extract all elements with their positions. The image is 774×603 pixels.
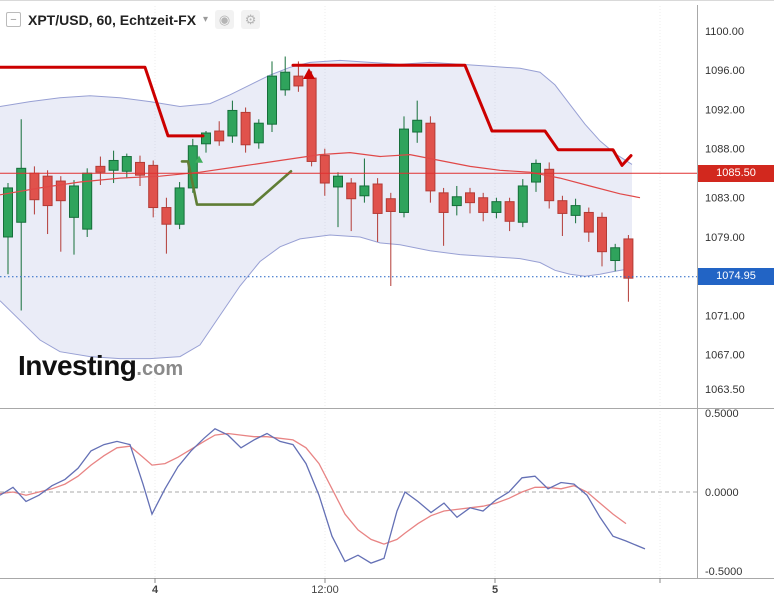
target-icon[interactable]: ◉ [215,10,235,29]
candle-body [161,207,172,225]
candle-body [306,77,317,162]
time-tick-label: 5 [492,584,498,596]
candle-body [517,185,528,223]
candle-body [504,201,515,222]
candle-body [240,111,251,146]
candle-body [412,119,423,133]
candle-body [597,216,607,253]
candle-body [425,122,436,192]
chevron-down-icon[interactable]: ▾ [203,14,209,25]
price-tick-label: 1092.00 [705,104,745,116]
candle-body [95,165,106,173]
candle-body [3,187,13,238]
settings-icon[interactable]: ⚙ [241,10,261,29]
bollinger-lower-line [0,234,633,360]
candle-body [610,247,621,262]
candle-body [42,175,53,207]
price-axis: 1100.00 1096.00 1092.00 1088.00 1083.00 1079.… [705,26,745,396]
candle-body [570,205,581,216]
candle-body [544,168,555,202]
oscillator-tick-label: 0.0000 [705,487,739,499]
price-tick-label: 1088.00 [705,144,745,156]
price-tick-label: 1079.00 [705,232,745,244]
trend-stop-line-red [291,63,633,167]
candle-body [214,130,225,142]
candle-body [135,161,145,176]
candle-body [359,185,370,197]
oscillator-tick-label: 0.5000 [705,408,739,420]
candle-body [16,167,27,223]
bollinger-upper-line [0,59,633,165]
collapse-panel-button[interactable]: − [6,12,21,27]
candle-body [346,182,357,200]
oscillator-blue-line [0,428,646,564]
candle-body [148,164,159,209]
candle-body [201,132,211,145]
candle-body [227,109,238,137]
oscillator-tick-label: -0.5000 [705,566,742,578]
candle-body [108,159,119,171]
time-tick-label: 4 [152,584,159,596]
candle-body [372,183,383,214]
oscillator-axis: 0.5000 0.0000 -0.5000 [705,408,742,578]
candle-body [465,192,475,204]
candle-body [557,200,568,214]
candle-body [280,71,291,91]
trend-stop-line-green [180,160,293,206]
signal-arrow-up-icon [195,155,203,163]
investing-logo: Investing.com [18,350,183,382]
last-price-badge: 1085.50 [698,165,774,182]
time-axis: 4 12:00 5 [152,578,661,596]
symbol-title[interactable]: XPT/USD, 60, Echtzeit-FX [28,11,197,28]
candle-body [29,172,40,201]
candle-body [55,180,66,202]
price-tick-label: 1063.50 [705,384,745,396]
price-tick-label: 1067.00 [705,350,745,362]
candle-body [438,192,449,213]
candle-body [69,185,79,218]
minus-icon: − [10,13,17,26]
price-tick-label: 1083.00 [705,193,745,205]
level-price-badge: 1074.95 [698,268,774,285]
price-tick-label: 1096.00 [705,65,745,77]
vertical-gridlines [154,6,661,578]
candle-body [121,156,132,172]
signal-arrow-up-icon [303,68,315,79]
candle-body [478,197,489,213]
candle-body [293,75,304,87]
candle-body [399,128,409,213]
candle-body [623,238,634,279]
candle-body [253,122,264,144]
price-tick-label: 1071.00 [705,310,745,322]
candle-body [319,155,330,184]
candle-body [333,175,343,188]
candle-body [267,75,277,125]
candle-body [451,196,462,207]
time-tick-label: 12:00 [311,584,339,596]
candle-body [385,198,396,212]
trend-stop-line-red [0,65,205,138]
logo-brand-text: Investing [18,350,137,381]
logo-tld-text: .com [136,358,184,380]
candle-body [174,187,185,225]
candle-body [491,201,502,213]
bollinger-band-fill [0,60,632,359]
oscillator-red-line [0,432,627,545]
ma-line [0,151,641,199]
price-tick-label: 1100.00 [705,26,744,38]
candle-body [583,211,594,233]
chart-header: − XPT/USD, 60, Echtzeit-FX ▾ ◉ ⚙ [6,10,261,29]
